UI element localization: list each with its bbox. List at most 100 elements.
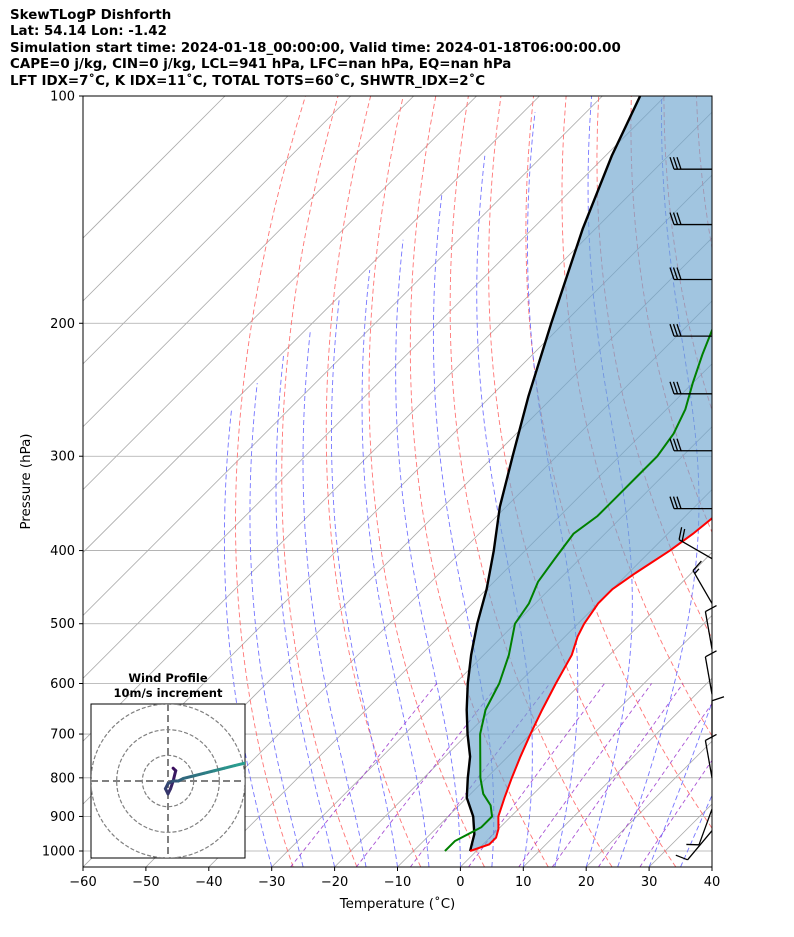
- simulation-times: Simulation start time: 2024-01-18_00:00:…: [10, 40, 621, 56]
- wind-barb-flag: [669, 212, 675, 225]
- wind-barb: [669, 212, 712, 226]
- wind-barb-flag: [672, 496, 679, 509]
- moist-adiabat: [361, 269, 430, 867]
- x-tick-label: −40: [195, 875, 222, 890]
- wind-barb-flag: [676, 438, 682, 451]
- wind-barb: [669, 381, 712, 395]
- x-tick-label: −50: [132, 875, 159, 890]
- stability-indices: LFT IDX=7˚C, K IDX=11˚C, TOTAL TOTS=60˚C…: [10, 73, 486, 89]
- moist-adiabat: [617, 96, 700, 867]
- x-tick-label: 0: [456, 875, 464, 890]
- hodograph-trace-segment: [171, 769, 178, 783]
- isotherm-line: [83, 96, 540, 554]
- y-tick-label: 900: [50, 810, 75, 825]
- station-title: SkewTLogP Dishforth: [10, 8, 172, 23]
- wind-barb-flag: [681, 528, 686, 542]
- hodograph-trace-segment: [192, 771, 206, 778]
- dry-adiabat: [368, 96, 485, 867]
- wind-barb-staff: [692, 570, 713, 604]
- y-tick-label: 400: [50, 544, 75, 559]
- skewt-plot-area: [83, 96, 794, 867]
- wind-barb-flag: [672, 212, 679, 225]
- wind-barb: [704, 650, 717, 695]
- wind-barb-staff: [704, 740, 713, 778]
- wind-barb: [678, 527, 713, 560]
- y-tick-label: 200: [50, 317, 75, 332]
- sounding-header: SkewTLogP Dishforth Lat: 54.14 Lon: -1.4…: [10, 8, 621, 90]
- x-axis-label: Temperature (˚C): [339, 895, 456, 912]
- isotherm-line: [523, 677, 712, 867]
- moist-adiabat: [743, 96, 794, 867]
- wind-barb: [711, 696, 725, 739]
- convective-parameters: CAPE=0 j/kg, CIN=0 j/kg, LCL=941 hPa, LF…: [10, 57, 512, 73]
- isotherm-line: [83, 96, 352, 365]
- wind-barb-staff: [678, 539, 713, 560]
- y-tick-label: 300: [50, 450, 75, 465]
- skewt-axes: −60 −50 −40 −30 −20 −10 0 10 20 30 40 100 200 300 400 5…: [19, 90, 720, 913]
- y-tick-label: 700: [50, 728, 75, 743]
- mixing-ratio-line: [598, 702, 712, 867]
- wind-barb-flag: [672, 267, 679, 280]
- wind-barb-half-flag: [694, 568, 700, 574]
- dewpoint-profile-line: [444, 327, 712, 852]
- x-tick-label: 20: [578, 875, 595, 890]
- wind-barb: [669, 267, 712, 281]
- moist-adiabat: [331, 297, 398, 867]
- wind-barb: [675, 830, 713, 861]
- wind-barb-flag: [676, 381, 682, 395]
- temperature-profile-line: [469, 517, 712, 852]
- wind-barb-flag: [669, 267, 675, 280]
- wind-barb-flag: [678, 527, 683, 540]
- x-tick-label: −60: [69, 875, 96, 890]
- wind-barb-flag: [676, 156, 682, 170]
- moist-adiabat: [648, 701, 712, 867]
- y-tick-label: 1000: [42, 845, 75, 860]
- wind-barb-flag: [692, 560, 702, 571]
- isotherm-line: [334, 489, 712, 867]
- isotherm-line: [83, 96, 414, 428]
- wind-barb-flag: [711, 696, 725, 702]
- hodograph-trace-segment: [233, 761, 245, 768]
- parcel-profile-line: [465, 96, 642, 852]
- wind-barb-flag: [672, 381, 679, 395]
- wind-barb-flag: [675, 854, 688, 861]
- isotherm-line: [83, 96, 226, 239]
- wind-barbs: [669, 156, 725, 861]
- wind-barb-flag: [705, 604, 717, 613]
- y-tick-label: 100: [50, 90, 75, 105]
- wind-barb-flag: [676, 496, 682, 509]
- wind-barb: [669, 156, 712, 170]
- mixing-ratio-line: [290, 683, 438, 867]
- hodograph-trace-segment: [181, 774, 196, 780]
- dry-adiabat: [488, 96, 677, 867]
- hodograph-title: Wind Profile: [128, 671, 208, 685]
- wind-barb-flag: [669, 323, 675, 337]
- x-tick-label: −30: [258, 875, 285, 890]
- station-location: Lat: 54.14 Lon: -1.42: [10, 24, 167, 40]
- wind-barb-flag: [676, 267, 682, 280]
- isotherm-line: [83, 96, 289, 302]
- wind-barb: [704, 604, 717, 650]
- wind-barb-flag: [672, 156, 679, 170]
- x-tick-label: −20: [321, 875, 348, 890]
- parcel-area-fill: [466, 96, 712, 851]
- wind-barb-flag: [705, 650, 717, 658]
- wind-barb-staff: [704, 656, 713, 695]
- x-tick-label: 40: [704, 875, 721, 890]
- wind-barb: [692, 560, 713, 604]
- y-tick-label: 500: [50, 617, 75, 632]
- moist-adiabat: [249, 383, 304, 867]
- wind-barb-flag: [672, 438, 679, 451]
- wind-barb-flag: [669, 381, 675, 395]
- hodograph-trace-segment: [222, 764, 237, 770]
- wind-barb-flag: [672, 323, 679, 337]
- y-axis-label: Pressure (hPa): [19, 433, 34, 529]
- mixing-ratio-line: [551, 683, 684, 867]
- wind-barb-staff: [704, 611, 713, 650]
- hodograph-trace-segment: [212, 766, 226, 773]
- dry-adiabat: [325, 96, 422, 867]
- x-tick-label: 30: [641, 875, 658, 890]
- mixing-ratio-line: [639, 759, 712, 867]
